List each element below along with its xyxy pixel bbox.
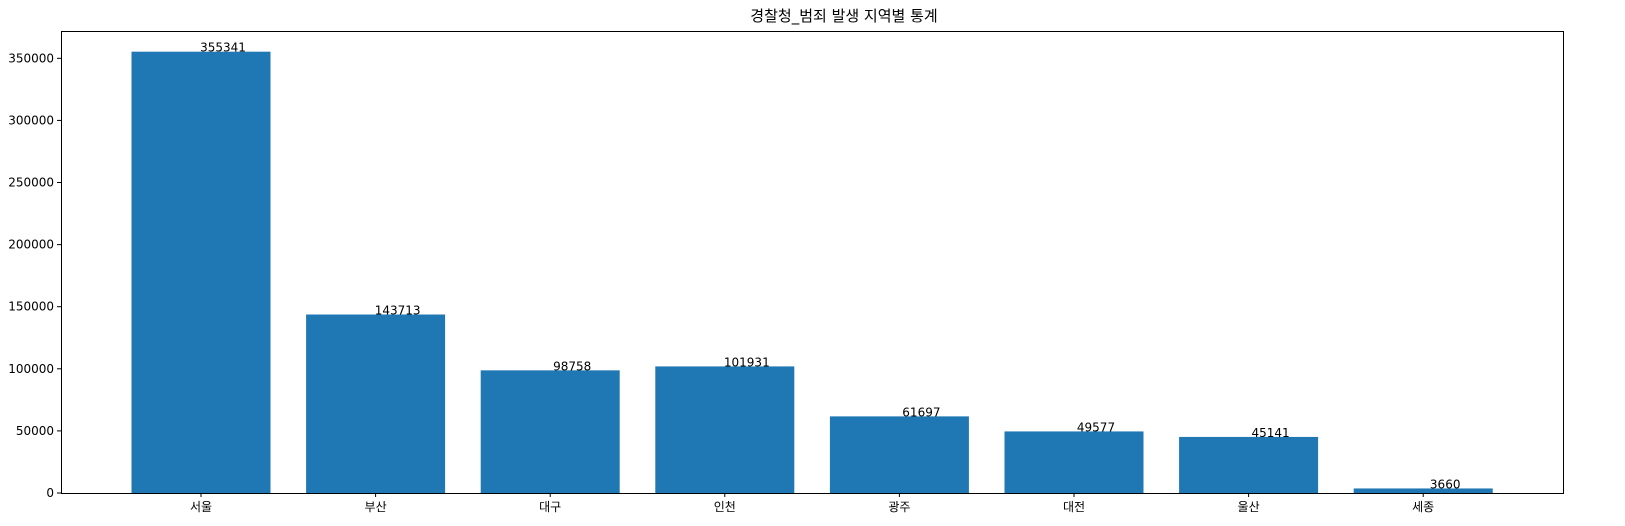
bars <box>131 51 1493 494</box>
x-tick-label: 인천 <box>714 499 736 514</box>
chart-title: 경찰청_범죄 발생 지역별 통계 <box>750 7 937 26</box>
bar <box>131 51 271 494</box>
data-label: 355341 <box>200 41 246 55</box>
y-tick-label: 50000 <box>16 424 54 438</box>
value-labels: 355341 143713 98758 101931 61697 49577 45141 36… <box>200 41 1460 492</box>
data-label: 61697 <box>902 405 940 419</box>
x-tick-label: 광주 <box>888 500 910 514</box>
data-label: 143713 <box>375 304 421 318</box>
bar <box>655 366 795 493</box>
x-tick-label: 서울 <box>190 500 212 514</box>
x-tick-label: 부산 <box>365 500 387 514</box>
bar <box>1179 436 1319 493</box>
bar <box>829 416 969 493</box>
y-tick-label: 150000 <box>8 300 54 314</box>
y-axis: 0 50000 100000 150000 200000 250000 300000 3500… <box>8 51 61 500</box>
y-tick-label: 250000 <box>8 176 54 190</box>
data-label: 3660 <box>1430 477 1461 491</box>
x-tick-label: 대구 <box>539 500 561 514</box>
bar <box>306 314 446 493</box>
bar <box>480 370 620 493</box>
data-label: 49577 <box>1077 420 1115 434</box>
y-tick-label: 350000 <box>8 51 54 65</box>
x-tick-label: 세종 <box>1412 500 1434 514</box>
y-tick-label: 200000 <box>8 238 54 252</box>
bar <box>1004 431 1144 493</box>
data-label: 101931 <box>724 355 770 369</box>
plot-frame <box>61 31 1564 494</box>
x-tick-label: 울산 <box>1238 500 1260 514</box>
y-tick-label: 100000 <box>8 362 54 376</box>
y-tick-label: 0 <box>46 486 54 500</box>
data-label: 98758 <box>553 359 591 373</box>
bar <box>1353 488 1493 493</box>
y-tick-label: 300000 <box>8 113 54 127</box>
x-tick-label: 대전 <box>1063 500 1085 514</box>
x-axis: 서울 부산 대구 인천 광주 대전 울산 세종 <box>190 493 1434 514</box>
data-label: 45141 <box>1252 426 1290 440</box>
